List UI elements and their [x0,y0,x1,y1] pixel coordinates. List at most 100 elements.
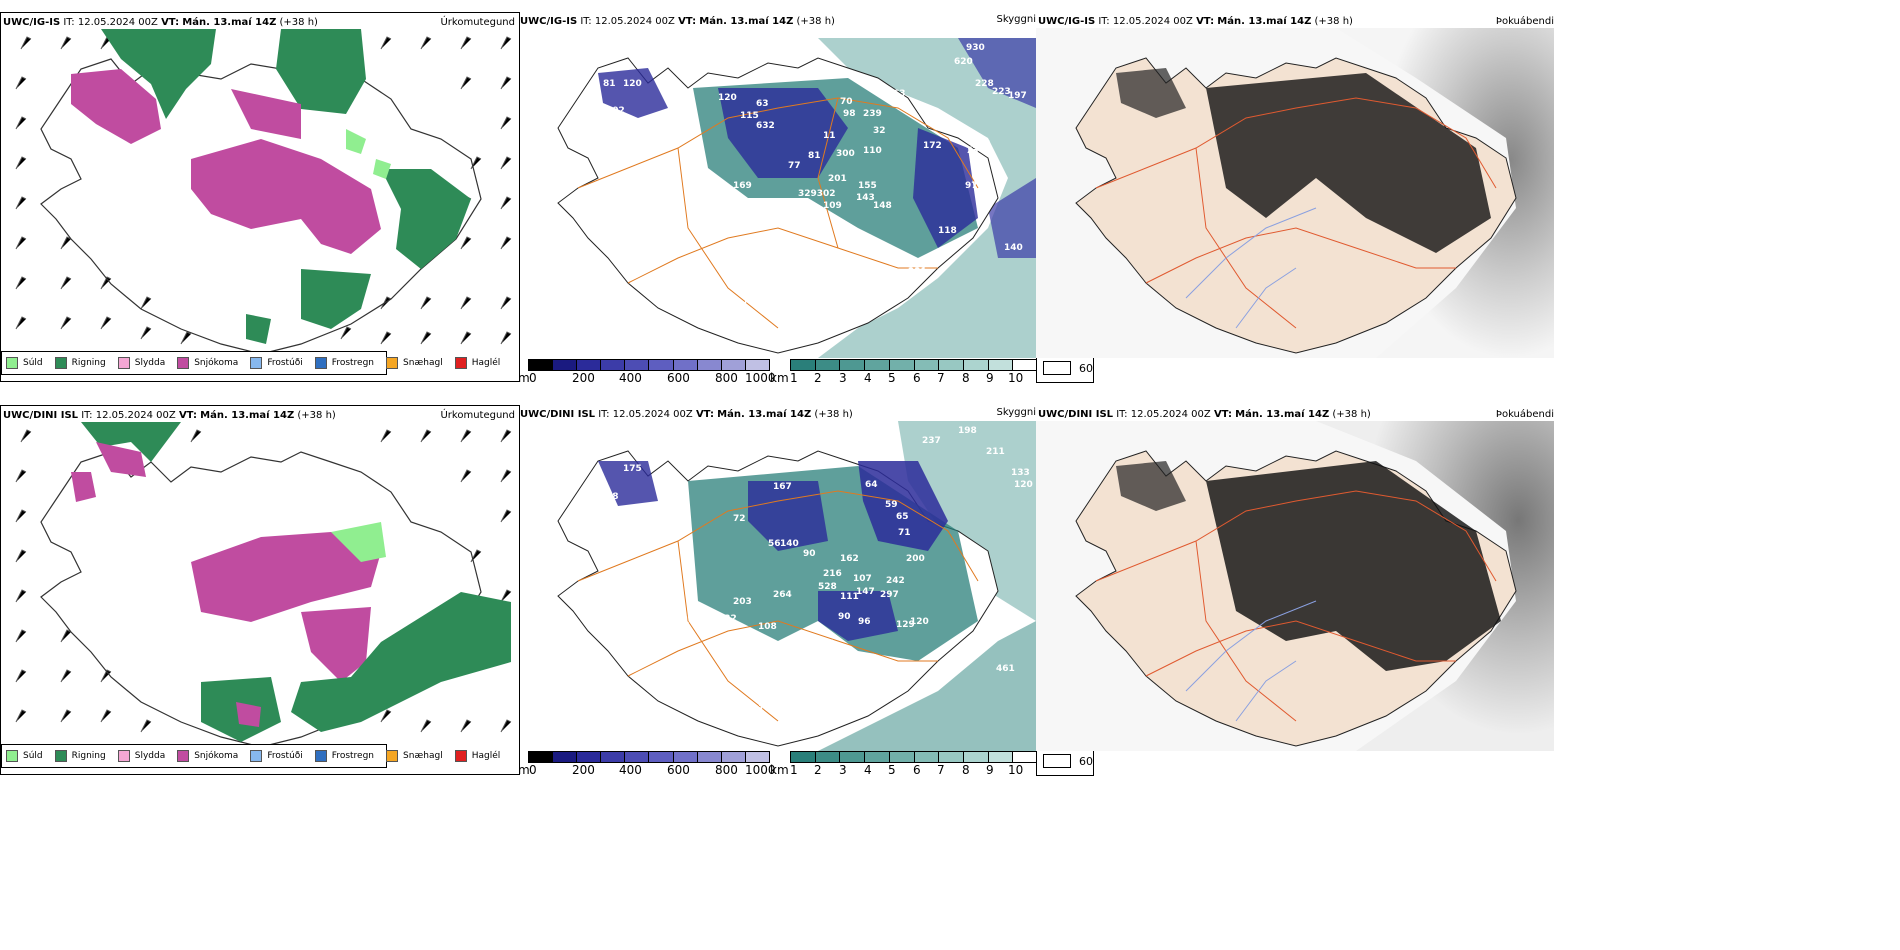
lead-time: (+38 h) [1332,409,1371,420]
legend-item: Snjókoma [177,750,238,762]
it-label: IT: [1098,16,1110,27]
fog-map [1036,28,1554,358]
svg-text:73: 73 [966,146,979,156]
panel-title: Skyggni [996,407,1036,418]
legend-swatch [54,750,67,762]
model-name: UWC/IG-IS [3,17,61,28]
legend-swatch [6,357,18,369]
svg-text:632: 632 [756,121,775,131]
legend-item: Súld [6,357,43,369]
legend-swatch [6,750,18,762]
legend-label: Frostúði [267,358,303,368]
svg-text:169: 169 [733,181,752,191]
visibility-scale-m-row1: m 0 200 400 600 800 1000 [518,357,776,387]
wind-barbs [15,429,512,733]
sea-low-visibility [988,178,1036,258]
snow-area [231,89,301,139]
visibility-scale-m-row2: m 0 200 400 600 800 1000 [518,749,776,779]
vt-label: VT: [678,16,697,27]
snow-area [191,532,381,622]
svg-text:115: 115 [740,111,759,121]
model-name: UWC/IG-IS [520,16,578,27]
fog-legend-item: 60 [1037,751,1093,771]
scale-tick: 0 [529,763,537,777]
svg-text:81: 81 [603,79,616,89]
scale-tick: 9 [986,763,994,777]
road-network [577,97,979,329]
low-visibility-area [818,591,898,641]
scale-bar [790,751,1038,763]
lead-time: (+38 h) [1314,16,1353,27]
rain-area [246,314,271,344]
snow-area [71,472,96,502]
rain-area [381,169,471,269]
svg-text:122: 122 [718,614,737,624]
precip-legend: Súld Rigning Slydda Snjókoma Frostúði Fr… [1,351,500,375]
scale-tick: 7 [937,763,945,777]
snow-area [96,442,146,477]
vt-label: VT: [161,17,180,28]
svg-text:107: 107 [853,574,872,584]
svg-text:122: 122 [748,331,767,341]
scale-tick: 8 [962,371,970,385]
legend-item: Rigning [54,357,106,369]
it-value: 12.05.2024 00Z [594,16,675,27]
svg-text:127: 127 [816,689,835,699]
scale-tick: 1 [790,371,798,385]
scale-tick: 7 [937,371,945,385]
scale-tick: 1000 [745,763,776,777]
it-label: IT: [63,17,75,28]
svg-text:63: 63 [756,99,769,109]
visibility-labels: 120 81 102 118 120 63 115 632 86 169 117… [603,43,1027,341]
svg-text:96: 96 [858,617,871,627]
scale-tick: 6 [913,371,921,385]
fog-legend-item: 60 [1037,358,1093,378]
svg-text:329302: 329302 [798,189,836,199]
visibility-map: 120 81 102 118 120 63 115 632 86 169 117… [557,38,1036,358]
scale-tick: 600 [667,763,690,777]
sea-visibility-field [898,421,1036,621]
svg-text:118: 118 [668,109,687,119]
svg-text:97: 97 [965,181,978,191]
precip-type-panel-row2: UWC/DINI ISL IT: 12.05.2024 00Z VT: Mán.… [0,405,520,775]
legend-label: Frostregn [331,751,375,761]
svg-text:62: 62 [863,659,876,669]
legend-item: Slydda [117,750,165,762]
vt-value: Mán. 13.maí 14Z [1235,409,1330,420]
low-visibility-area [598,68,668,118]
snow-area [236,702,261,727]
svg-text:203: 203 [733,597,752,607]
svg-text:140: 140 [780,539,799,549]
svg-text:56: 56 [768,539,781,549]
scale-tick: 800 [715,763,738,777]
fog-panel-row1: UWC/IG-IS IT: 12.05.2024 00Z VT: Mán. 13… [1036,12,1556,380]
legend-label: Snæhagl [403,751,443,761]
legend-swatch [54,357,67,369]
panel-title: Úrkomutegund [440,410,515,421]
legend-swatch [454,750,467,762]
legend-swatch [314,750,327,762]
svg-text:184: 184 [683,616,702,626]
it-label: IT: [598,409,610,420]
svg-text:77: 77 [788,161,801,171]
lead-time: (+38 h) [279,17,318,28]
svg-text:63: 63 [718,226,731,236]
scale-tick: 8 [962,763,970,777]
panel-header: UWC/DINI ISL IT: 12.05.2024 00Z VT: Mán.… [1036,409,1556,423]
visibility-scale-km-row2: km 1 2 3 4 5 6 7 8 9 10 [770,749,1038,779]
scale-tick: 6 [913,763,921,777]
legend-label: Súld [23,751,43,761]
legend-label: Rigning [71,751,106,761]
svg-text:86: 86 [690,196,703,206]
svg-text:297: 297 [880,590,899,600]
drizzle-area [373,159,391,179]
svg-text:111: 111 [840,592,859,602]
svg-text:231: 231 [908,267,927,277]
fog-map [1036,421,1554,751]
scale-tick: 800 [715,371,738,385]
scale-tick: 200 [572,371,595,385]
panel-title: Þokuábendi [1495,16,1554,27]
svg-text:148: 148 [873,201,892,211]
low-visibility-area [748,481,828,551]
fog-area [1116,68,1186,118]
